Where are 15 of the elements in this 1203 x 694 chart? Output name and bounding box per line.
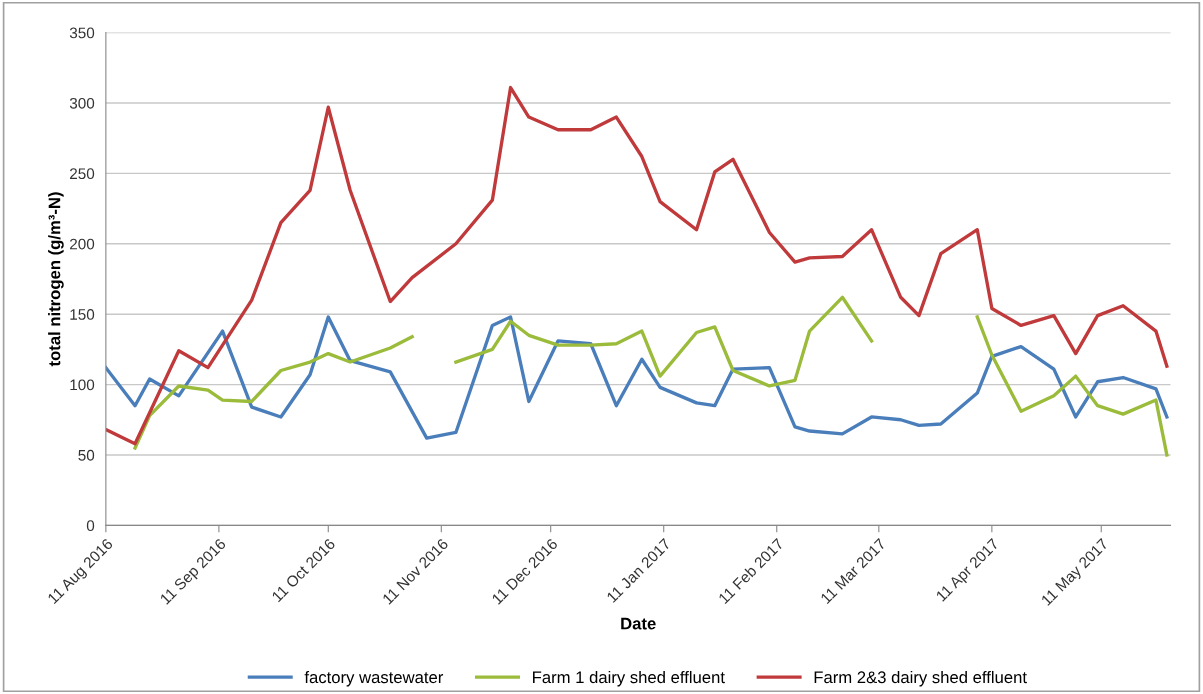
y-tick-label: 350 (69, 27, 95, 39)
y-tick-label: 0 (86, 520, 95, 532)
legend-label: Farm 2&3 dairy shed effluent (814, 670, 1027, 687)
legend-label: Farm 1 dairy shed effluent (533, 670, 725, 687)
y-tick-label: 250 (70, 168, 95, 180)
y-axis-title: total nitrogen (g/m³-N) (48, 192, 64, 367)
y-tick-label: 150 (70, 309, 95, 320)
y-tick-label: 200 (70, 238, 95, 250)
x-axis-title: Date (621, 617, 656, 630)
y-tick-label: 50 (78, 449, 95, 461)
legend-label: factory wastewater (304, 670, 444, 687)
y-tick-label: 100 (70, 379, 95, 391)
line-series (105, 315, 1169, 440)
line-series (105, 85, 1169, 446)
y-tick-label: 300 (69, 97, 95, 109)
